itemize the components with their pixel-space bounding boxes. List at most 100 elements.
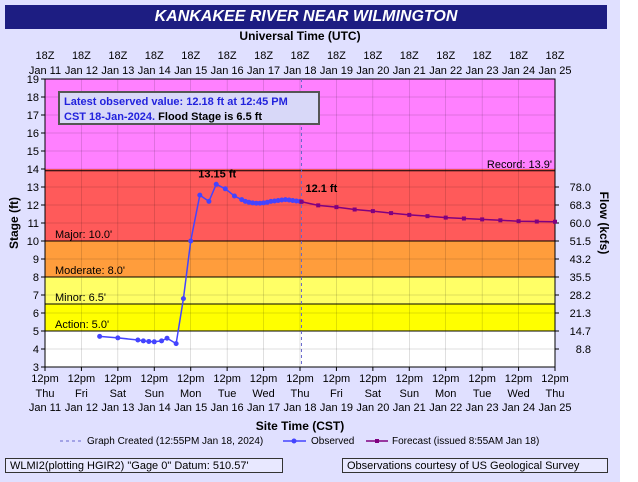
observed-point [268, 198, 274, 204]
y-tick-label: 3 [33, 362, 39, 374]
forecast-point [316, 203, 321, 208]
observed-point [197, 192, 203, 198]
bottom-tick-time: 12pm [177, 373, 205, 385]
footer-datum: WLMI2(plotting HGIR2) "Gage 0" Datum: 51… [5, 458, 283, 473]
top-tick-time: 18Z [473, 50, 492, 62]
flow-tick-label: 28.2 [570, 290, 591, 302]
forecast-point [461, 216, 466, 221]
y-tick-label: 19 [27, 74, 39, 86]
top-tick-time: 18Z [436, 50, 455, 62]
top-tick-date: Jan 20 [356, 65, 389, 77]
band-label-minor: Minor: 6.5' [55, 292, 106, 304]
y-tick-label: 9 [33, 254, 39, 266]
top-tick-time: 18Z [327, 50, 346, 62]
observed-point [250, 200, 256, 206]
flow-tick-label: 68.3 [570, 200, 591, 212]
peak-label: 13.15 ft [198, 168, 236, 180]
top-tick-date: Jan 15 [174, 65, 207, 77]
bottom-tick-date: Jan 21 [393, 402, 426, 414]
bottom-tick-date: Jan 17 [247, 402, 280, 414]
chart-title: KANKAKEE RIVER NEAR WILMINGTON [5, 5, 607, 29]
observed-point [188, 238, 194, 244]
forecast-point [480, 217, 485, 222]
legend-observed-marker [291, 438, 297, 444]
flow-tick-label: 43.2 [570, 254, 591, 266]
top-tick-time: 18Z [108, 50, 127, 62]
top-tick-date: Jan 22 [429, 65, 462, 77]
flow-tick-label: 8.8 [576, 344, 591, 356]
band-moderate [45, 241, 555, 277]
forecast-point [553, 219, 557, 224]
top-tick-date: Jan 13 [101, 65, 134, 77]
y-tick-label: 4 [33, 344, 39, 356]
footer-credit: Observations courtesy of US Geological S… [342, 458, 608, 473]
bottom-tick-time: 12pm [505, 373, 533, 385]
band-label-moderate: Moderate: 8.0' [55, 265, 125, 277]
legend-forecast-marker [375, 439, 379, 443]
bottom-tick-time: 12pm [31, 373, 59, 385]
bottom-axis-title: Site Time (CST) [256, 419, 344, 433]
flow-tick-label: 78.0 [570, 182, 591, 194]
top-tick-time: 18Z [254, 50, 273, 62]
flow-tick-label: 60.0 [570, 218, 591, 230]
bottom-tick-date: Jan 13 [101, 402, 134, 414]
forecast-point [352, 207, 357, 212]
latest-observed-info: Latest observed value: 12.18 ft at 12:45… [58, 91, 320, 125]
bottom-tick-date: Jan 22 [429, 402, 462, 414]
observed-point [282, 197, 288, 203]
top-tick-time: 18Z [36, 50, 55, 62]
bottom-tick-day: Wed [252, 388, 274, 400]
bottom-tick-day: Fri [330, 388, 343, 400]
bottom-tick-time: 12pm [250, 373, 278, 385]
bottom-tick-date: Jan 12 [65, 402, 98, 414]
flow-tick-label: 14.7 [570, 326, 591, 338]
bottom-tick-time: 12pm [68, 373, 96, 385]
bottom-tick-day: Wed [507, 388, 529, 400]
info-line2-date: CST 18-Jan-2024. [64, 111, 156, 123]
band-label-major: Major: 10.0' [55, 229, 112, 241]
bottom-tick-date: Jan 20 [356, 402, 389, 414]
forecast-point [498, 218, 503, 223]
bottom-tick-time: 12pm [359, 373, 387, 385]
top-tick-date: Jan 18 [283, 65, 316, 77]
observed-point [97, 333, 103, 339]
observed-point [164, 335, 170, 341]
bottom-tick-day: Mon [435, 388, 456, 400]
y-tick-label: 16 [27, 128, 39, 140]
y-tick-label: 12 [27, 200, 39, 212]
observed-point [206, 198, 212, 204]
top-tick-time: 18Z [181, 50, 200, 62]
top-tick-date: Jan 16 [211, 65, 244, 77]
bottom-tick-time: 12pm [323, 373, 351, 385]
bottom-tick-day: Thu [291, 388, 310, 400]
info-line2-flood-stage: Flood Stage is 6.5 ft [158, 111, 263, 123]
y-tick-label: 5 [33, 326, 39, 338]
forecast-point [516, 219, 521, 224]
y-tick-label: 15 [27, 146, 39, 158]
forecast-point [443, 215, 448, 220]
bottom-tick-day: Thu [36, 388, 55, 400]
bottom-tick-time: 12pm [141, 373, 169, 385]
observed-point [159, 338, 165, 344]
flow-tick-label: 51.5 [570, 236, 591, 248]
top-tick-date: Jan 23 [466, 65, 499, 77]
observed-point [222, 186, 228, 192]
observed-point [151, 339, 157, 345]
legend-forecast: Forecast (issued 8:55AM Jan 18) [392, 436, 539, 447]
bottom-tick-day: Sat [365, 388, 382, 400]
bottom-tick-time: 12pm [104, 373, 132, 385]
y-tick-label: 7 [33, 290, 39, 302]
observed-point [213, 181, 219, 187]
y2-axis-title: Flow (kcfs) [597, 192, 611, 255]
chart-canvas: Action: 5.0' Minor: 6.5' Moderate: 8.0' Maj… [7, 29, 611, 447]
bottom-tick-day: Sun [399, 388, 419, 400]
bottom-tick-time: 12pm [213, 373, 241, 385]
y-tick-label: 6 [33, 308, 39, 320]
bottom-tick-date: Jan 24 [502, 402, 535, 414]
bottom-tick-date: Jan 15 [174, 402, 207, 414]
band-action [45, 304, 555, 331]
bottom-tick-day: Sat [110, 388, 127, 400]
top-tick-date: Jan 17 [247, 65, 280, 77]
top-tick-time: 18Z [145, 50, 164, 62]
bottom-tick-date: Jan 25 [538, 402, 571, 414]
